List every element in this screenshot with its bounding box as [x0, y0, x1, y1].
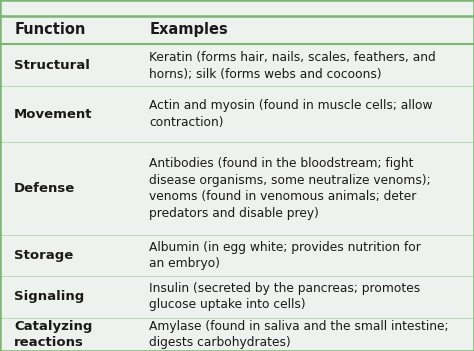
Text: Examples: Examples — [149, 22, 228, 37]
Text: Catalyzing
reactions: Catalyzing reactions — [14, 319, 92, 349]
Text: Actin and myosin (found in muscle cells; allow
contraction): Actin and myosin (found in muscle cells;… — [149, 99, 433, 129]
Text: Insulin (secreted by the pancreas; promotes
glucose uptake into cells): Insulin (secreted by the pancreas; promo… — [149, 282, 420, 311]
Text: Keratin (forms hair, nails, scales, feathers, and
horns); silk (forms webs and c: Keratin (forms hair, nails, scales, feat… — [149, 51, 436, 81]
Text: Defense: Defense — [14, 182, 75, 195]
Text: Amylase (found in saliva and the small intestine;
digests carbohydrates): Amylase (found in saliva and the small i… — [149, 319, 449, 349]
Text: Function: Function — [14, 22, 86, 37]
Text: Movement: Movement — [14, 107, 93, 121]
Text: Structural: Structural — [14, 59, 90, 72]
Text: Storage: Storage — [14, 249, 73, 262]
Text: Antibodies (found in the bloodstream; fight
disease organisms, some neutralize v: Antibodies (found in the bloodstream; fi… — [149, 157, 431, 220]
Text: Albumin (in egg white; provides nutrition for
an embryo): Albumin (in egg white; provides nutritio… — [149, 240, 421, 270]
Text: Signaling: Signaling — [14, 290, 84, 303]
